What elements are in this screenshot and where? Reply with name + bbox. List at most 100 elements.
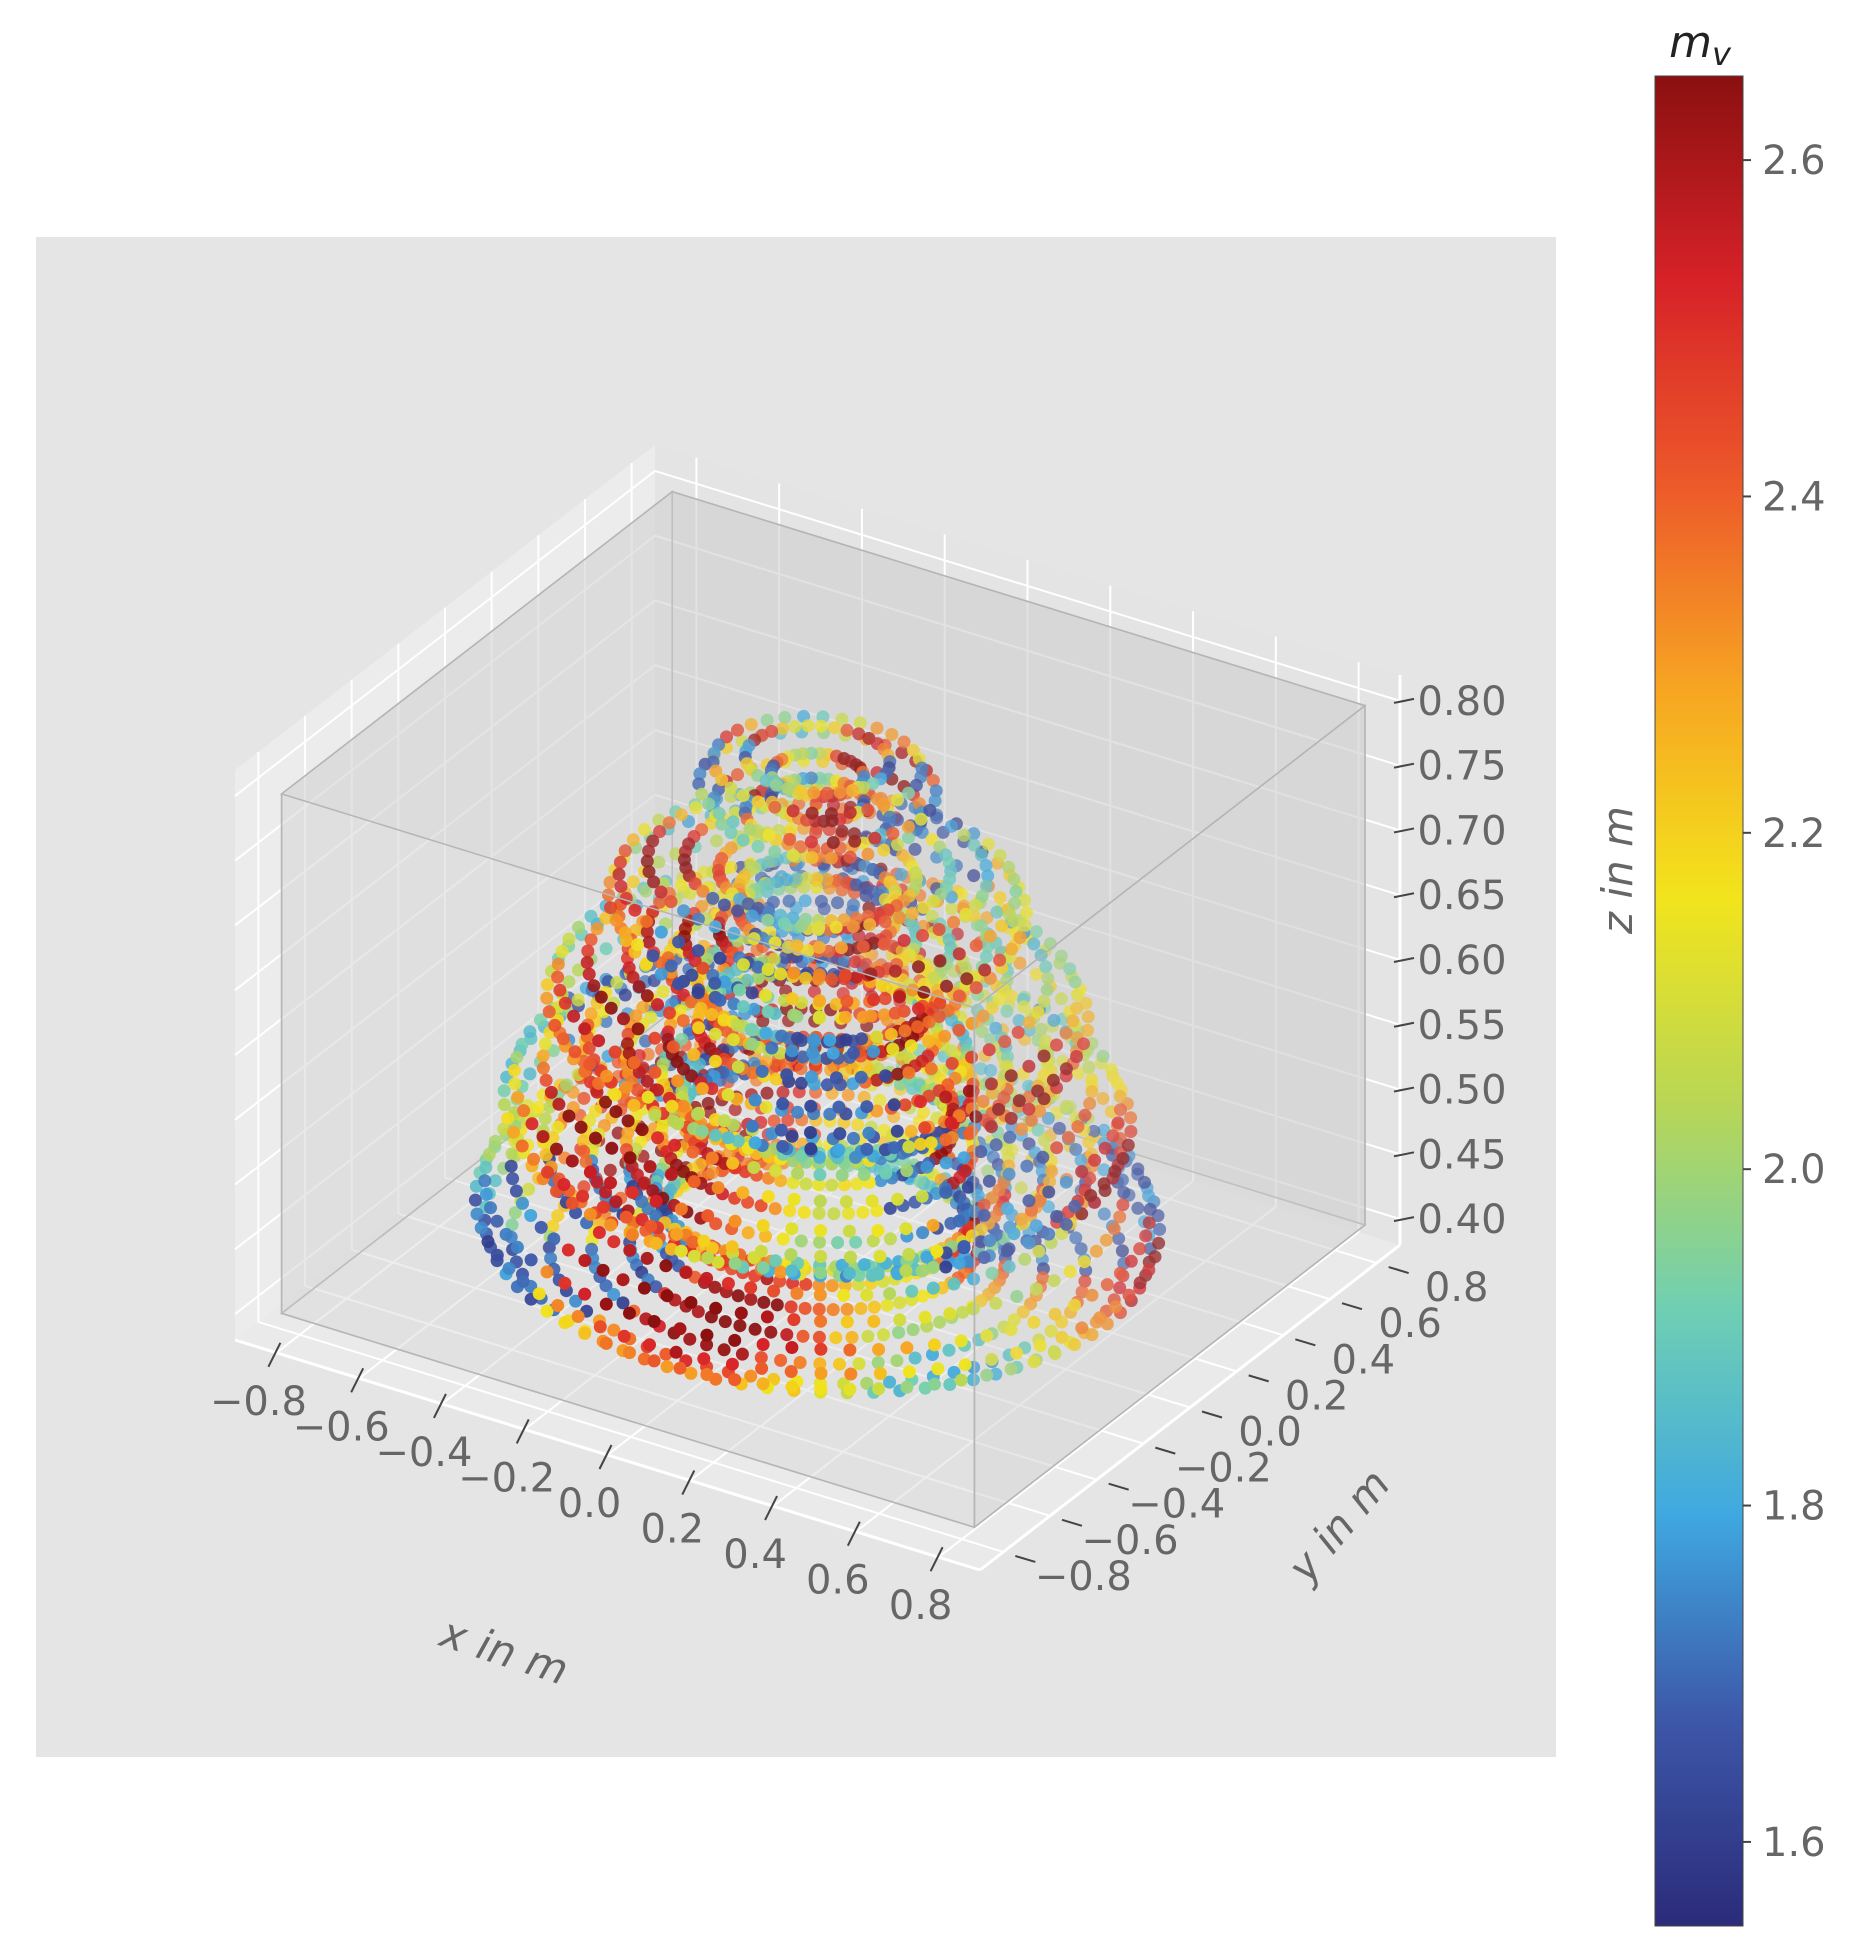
data-point — [587, 979, 601, 993]
data-point — [768, 845, 782, 859]
data-point — [1088, 1153, 1102, 1167]
data-point — [842, 1224, 856, 1238]
data-point — [479, 1160, 493, 1174]
data-point — [754, 1244, 768, 1258]
data-point — [1085, 1085, 1099, 1099]
data-point — [813, 968, 826, 982]
data-point — [993, 849, 1007, 862]
data-point — [954, 1373, 968, 1387]
data-point — [1002, 1167, 1016, 1181]
data-point — [1029, 925, 1043, 939]
data-point — [744, 718, 758, 731]
data-point — [854, 1070, 868, 1084]
data-point — [571, 993, 585, 1007]
data-point — [791, 1166, 805, 1180]
scatter-points — [468, 709, 1167, 1400]
data-point — [756, 1338, 770, 1351]
data-point — [635, 1123, 649, 1137]
data-point — [643, 1160, 657, 1174]
data-point — [855, 1032, 869, 1046]
data-point — [1059, 1062, 1073, 1076]
data-point — [607, 1288, 621, 1301]
data-point — [695, 1124, 709, 1138]
data-point — [959, 907, 973, 921]
data-point — [826, 836, 840, 849]
data-point — [1037, 994, 1051, 1008]
data-point — [676, 1099, 690, 1113]
data-point — [829, 1331, 843, 1345]
data-point — [873, 1093, 887, 1107]
data-point — [653, 895, 667, 909]
data-point — [806, 1046, 820, 1059]
data-point — [1068, 1199, 1082, 1213]
data-point — [541, 978, 554, 992]
data-point — [774, 967, 788, 981]
data-point — [775, 1029, 789, 1043]
data-point — [674, 1244, 688, 1258]
data-point — [1015, 1122, 1028, 1136]
data-point — [1075, 1165, 1089, 1179]
data-point — [852, 727, 866, 741]
data-point — [955, 887, 969, 901]
data-point — [617, 1012, 630, 1026]
data-point — [671, 1074, 685, 1088]
data-point — [484, 1201, 497, 1215]
data-point — [1082, 1135, 1096, 1149]
data-point — [829, 997, 843, 1011]
data-point — [534, 1220, 548, 1234]
data-point — [984, 1077, 998, 1091]
data-point — [613, 855, 627, 869]
data-point — [860, 1288, 874, 1302]
data-point — [969, 939, 983, 953]
data-point — [926, 971, 940, 985]
data-point — [851, 1118, 865, 1132]
data-point — [841, 1088, 855, 1102]
data-point — [883, 1201, 897, 1215]
data-point — [730, 1018, 744, 1032]
data-point — [612, 867, 626, 881]
data-point — [756, 1261, 770, 1275]
data-point — [676, 1014, 690, 1028]
data-point — [751, 795, 765, 809]
data-point — [640, 854, 654, 868]
data-point — [976, 1009, 990, 1023]
data-point — [553, 983, 567, 997]
data-point — [687, 1175, 701, 1189]
data-point — [804, 1142, 818, 1156]
data-point — [527, 1152, 541, 1166]
data-point — [582, 967, 596, 981]
data-point — [759, 988, 772, 1002]
data-point — [562, 932, 576, 946]
data-point — [898, 1024, 912, 1038]
data-point — [906, 1323, 920, 1337]
gridline-y-floor — [351, 1248, 1097, 1481]
data-point — [1113, 1266, 1127, 1280]
data-point — [640, 1251, 654, 1265]
data-point — [831, 896, 844, 910]
data-point — [923, 803, 937, 817]
data-point — [501, 1112, 515, 1125]
data-point — [835, 1168, 849, 1182]
data-point — [617, 1329, 631, 1343]
data-point — [726, 1156, 740, 1170]
data-point — [551, 1299, 565, 1312]
data-point — [880, 1298, 894, 1312]
data-point — [899, 1222, 913, 1236]
data-point — [804, 835, 818, 849]
data-point — [1077, 1255, 1091, 1269]
data-point — [1047, 1013, 1061, 1027]
data-point — [784, 1300, 798, 1314]
data-point — [1085, 1288, 1099, 1302]
data-point — [852, 929, 866, 943]
data-point — [1039, 960, 1053, 974]
data-point — [814, 1224, 828, 1238]
data-point — [642, 865, 656, 879]
data-point — [824, 807, 838, 821]
data-point — [536, 1130, 550, 1144]
data-point — [640, 989, 654, 1003]
data-point — [760, 1086, 774, 1100]
data-point — [894, 868, 908, 881]
data-point — [916, 929, 929, 942]
data-point — [1085, 1328, 1099, 1342]
data-point — [930, 1244, 944, 1258]
